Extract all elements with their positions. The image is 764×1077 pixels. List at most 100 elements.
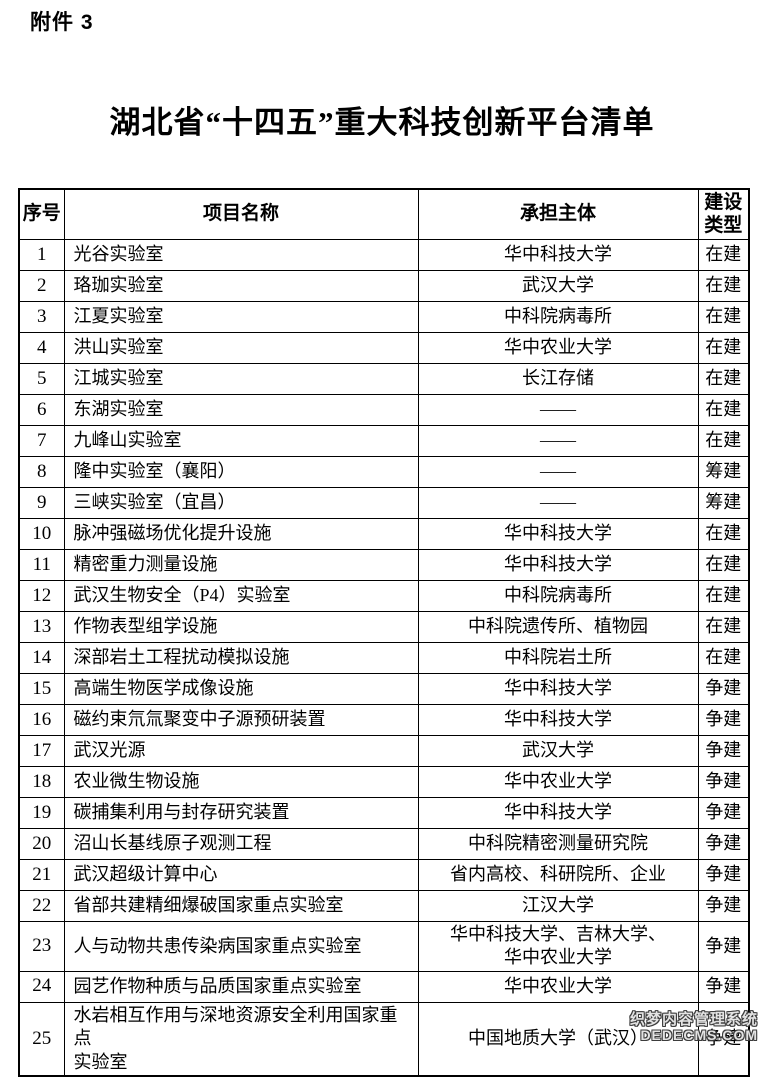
cell-build-type: 争建 (697, 673, 750, 705)
cell-index: 24 (18, 970, 65, 1003)
cell-build-type: 争建 (697, 921, 750, 972)
cell-build-type: 争建 (697, 735, 750, 767)
table-header-row: 序号 项目名称 承担主体 建设 类型 (18, 188, 750, 240)
attachment-label: 附件 3 (30, 11, 94, 34)
table-row: 11 精密重力测量设施 华中科技大学 在建 (18, 549, 750, 581)
cell-build-type: 筹建 (697, 487, 750, 519)
table-row: 21 武汉超级计算中心 省内高校、科研院所、企业 争建 (18, 859, 750, 891)
cell-index: 17 (18, 735, 65, 767)
cell-build-type: 在建 (697, 301, 750, 333)
cell-index: 3 (18, 301, 65, 333)
table-row: 13 作物表型组学设施 中科院遗传所、植物园 在建 (18, 611, 750, 643)
cell-entity: 中科院遗传所、植物园 (417, 611, 699, 643)
cell-index: 12 (18, 580, 65, 612)
cell-build-type: 争建 (697, 890, 750, 922)
cell-index: 7 (18, 425, 65, 457)
cell-project-name: 农业微生物设施 (63, 766, 419, 798)
header-index: 序号 (18, 188, 65, 240)
cell-project-name: 人与动物共患传染病国家重点实验室 (63, 921, 419, 972)
cell-project-name: 珞珈实验室 (63, 270, 419, 302)
cell-index: 9 (18, 487, 65, 519)
cell-entity: —— (417, 425, 699, 457)
table-row: 2 珞珈实验室 武汉大学 在建 (18, 270, 750, 302)
cell-index: 4 (18, 332, 65, 364)
cell-build-type: 在建 (697, 549, 750, 581)
table-row: 5 江城实验室 长江存储 在建 (18, 363, 750, 395)
cell-entity: 江汉大学 (417, 890, 699, 922)
cell-entity: 武汉大学 (417, 735, 699, 767)
cell-project-name: 园艺作物种质与品质国家重点实验室 (63, 970, 419, 1003)
table-row: 9 三峡实验室（宜昌） —— 筹建 (18, 487, 750, 519)
cell-build-type: 在建 (697, 239, 750, 271)
cell-build-type: 争建 (697, 970, 750, 1003)
cell-project-name: 光谷实验室 (63, 239, 419, 271)
cell-entity: 长江存储 (417, 363, 699, 395)
cell-index: 6 (18, 394, 65, 426)
cell-project-name: 三峡实验室（宜昌） (63, 487, 419, 519)
cell-index: 11 (18, 549, 65, 581)
cell-index: 25 (18, 1001, 65, 1077)
cell-entity: 华中科技大学 (417, 797, 699, 829)
table-row: 1 光谷实验室 华中科技大学 在建 (18, 239, 750, 271)
table-row: 10 脉冲强磁场优化提升设施 华中科技大学 在建 (18, 518, 750, 550)
cell-build-type: 争建 (697, 704, 750, 736)
cell-entity: —— (417, 394, 699, 426)
platform-list-table: 序号 项目名称 承担主体 建设 类型 1 光谷实验室 华中科技大学 在建 2 珞珈实验室武… (18, 188, 750, 1077)
table-row: 18 农业微生物设施 华中农业大学 争建 (18, 766, 750, 798)
cell-index: 1 (18, 239, 65, 271)
cell-entity: 华中科技大学 (417, 673, 699, 705)
cell-build-type: 在建 (697, 611, 750, 643)
cell-project-name: 脉冲强磁场优化提升设施 (63, 518, 419, 550)
cell-index: 23 (18, 921, 65, 972)
cell-build-type: 在建 (697, 394, 750, 426)
cell-project-name: 武汉光源 (63, 735, 419, 767)
cell-build-type: 筹建 (697, 456, 750, 488)
cell-entity: 中科院病毒所 (417, 580, 699, 612)
cell-project-name: 武汉超级计算中心 (63, 859, 419, 891)
cell-entity: 华中农业大学 (417, 970, 699, 1003)
cell-build-type: 在建 (697, 425, 750, 457)
cell-entity: 华中科技大学 (417, 704, 699, 736)
table-row: 4 洪山实验室 华中农业大学 在建 (18, 332, 750, 364)
table-row: 3 江夏实验室 中科院病毒所 在建 (18, 301, 750, 333)
cell-entity: 省内高校、科研院所、企业 (417, 859, 699, 891)
cell-entity: 中科院精密测量研究院 (417, 828, 699, 860)
cell-index: 18 (18, 766, 65, 798)
cell-project-name: 隆中实验室（襄阳） (63, 456, 419, 488)
cell-build-type: 在建 (697, 270, 750, 302)
cell-project-name: 水岩相互作用与深地资源安全利用国家重点 实验室 (63, 1001, 419, 1077)
cell-project-name: 洪山实验室 (63, 332, 419, 364)
header-entity: 承担主体 (417, 188, 699, 240)
cell-entity: 华中科技大学 (417, 549, 699, 581)
table-row: 8 隆中实验室（襄阳） —— 筹建 (18, 456, 750, 488)
table-row: 24 园艺作物种质与品质国家重点实验室 华中农业大学 争建 (18, 970, 750, 1003)
cell-index: 20 (18, 828, 65, 860)
table-row: 16 磁约束氘氚聚变中子源预研装置 华中科技大学 争建 (18, 704, 750, 736)
cell-entity: —— (417, 487, 699, 519)
cell-index: 16 (18, 704, 65, 736)
cell-build-type: 在建 (697, 363, 750, 395)
table-row: 14 深部岩土工程扰动模拟设施 中科院岩土所 在建 (18, 642, 750, 674)
cell-build-type: 在建 (697, 642, 750, 674)
watermark-text-en: DEDECMS.COM (640, 1026, 758, 1043)
cell-entity: 华中科技大学 (417, 518, 699, 550)
cell-entity: 武汉大学 (417, 270, 699, 302)
table-header: 序号 项目名称 承担主体 建设 类型 (18, 188, 750, 240)
cell-project-name: 碳捕集利用与封存研究装置 (63, 797, 419, 829)
cell-project-name: 省部共建精细爆破国家重点实验室 (63, 890, 419, 922)
cell-build-type: 在建 (697, 518, 750, 550)
cell-entity: 华中科技大学 (417, 239, 699, 271)
cell-project-name: 高端生物医学成像设施 (63, 673, 419, 705)
table-row: 19 碳捕集利用与封存研究装置 华中科技大学 争建 (18, 797, 750, 829)
cell-build-type: 争建 (697, 828, 750, 860)
table-row: 22 省部共建精细爆破国家重点实验室 江汉大学 争建 (18, 890, 750, 922)
cell-project-name: 磁约束氘氚聚变中子源预研装置 (63, 704, 419, 736)
cell-index: 10 (18, 518, 65, 550)
cell-project-name: 沼山长基线原子观测工程 (63, 828, 419, 860)
cell-index: 8 (18, 456, 65, 488)
cell-index: 15 (18, 673, 65, 705)
cell-project-name: 江夏实验室 (63, 301, 419, 333)
table-body: 1 光谷实验室 华中科技大学 在建 2 珞珈实验室 武汉大学 在建 3 江夏实验室 中科院病毒所 在建… (18, 239, 750, 1077)
cell-entity: 中科院病毒所 (417, 301, 699, 333)
cell-build-type: 在建 (697, 332, 750, 364)
